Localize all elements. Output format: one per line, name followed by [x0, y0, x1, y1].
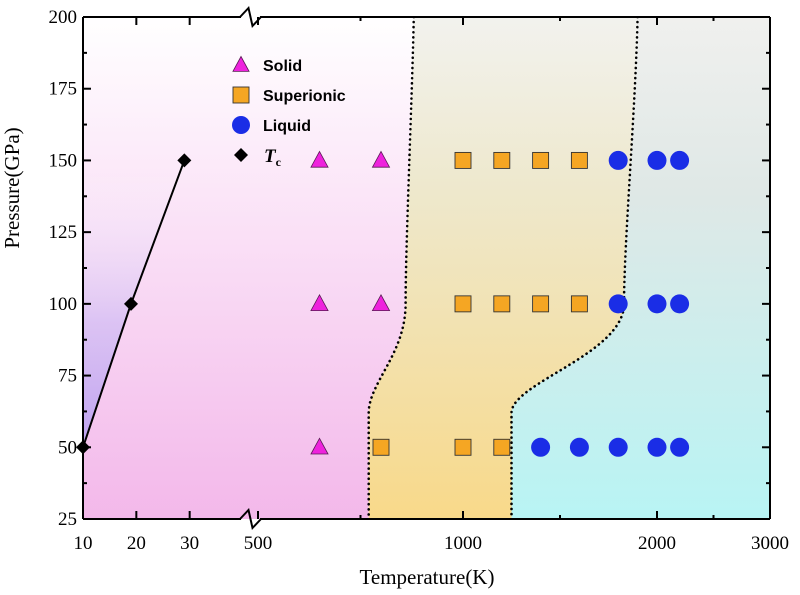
x-tick-label: 2000 [638, 533, 676, 554]
phase-boundary-2 [510, 17, 639, 519]
solid-point [310, 150, 329, 168]
legend-solid-marker [232, 55, 250, 72]
solid-point [310, 437, 329, 455]
legend-tc-subscript: c [276, 155, 282, 169]
x-tick-label: 30 [180, 533, 199, 554]
low-temperature-region [83, 160, 185, 519]
y-axis-title: Pressure(GPa) [0, 127, 24, 248]
liquid-point [569, 437, 589, 457]
x-axis-title: Temperature(K) [360, 565, 495, 589]
superionic-point [372, 438, 390, 456]
superionic-point [493, 295, 511, 313]
y-tick-label: 125 [49, 222, 78, 243]
axes: 25 50 75 100 125 150 175 200 10 20 30 500 1000 2000 30… [49, 5, 789, 554]
superionic-point [532, 295, 550, 313]
liquid-point [670, 294, 690, 314]
liquid-point [647, 437, 667, 457]
liquid-region [511, 17, 770, 519]
axis-break-top [239, 5, 262, 29]
liquid-point [670, 150, 690, 170]
phase-boundaries [367, 17, 639, 519]
liquid-point [647, 294, 667, 314]
legend-label-superionic: Superionic [263, 88, 346, 105]
legend-label-solid: Solid [263, 58, 302, 75]
solid-point [371, 150, 391, 168]
tc-point [177, 153, 192, 168]
y-tick-label: 25 [58, 509, 77, 530]
liquid-point [608, 437, 628, 457]
tc-point [124, 296, 138, 311]
liquid-point [531, 437, 551, 457]
x-tick-label: 1000 [444, 533, 482, 554]
liquid-point [608, 150, 628, 170]
superionic-point [570, 151, 588, 169]
liquid-point [647, 150, 667, 170]
solid-point [371, 294, 391, 312]
superionic-point [532, 151, 550, 169]
solid-point [310, 294, 329, 312]
x-tick-label: 20 [127, 533, 146, 554]
superionic-point [493, 151, 511, 169]
y-tick-label: 75 [58, 366, 77, 387]
y-tick-label: 150 [49, 150, 78, 171]
x-tick-label: 3000 [751, 533, 789, 554]
superionic-region [368, 17, 638, 519]
y-tick-label: 175 [49, 79, 78, 100]
liquid-point [608, 294, 628, 314]
superionic-point [454, 438, 472, 456]
data-markers [310, 150, 690, 457]
legend-tc-marker [234, 148, 248, 162]
superionic-point [570, 295, 588, 313]
legend-superionic-marker [232, 86, 250, 104]
axis-break-bottom [239, 507, 262, 531]
liquid-point [670, 437, 690, 457]
superionic-point [454, 295, 472, 313]
phase-boundary-1 [367, 17, 416, 519]
x-tick-label: 10 [74, 533, 93, 554]
x-tick-label: 500 [244, 533, 273, 554]
superionic-point [454, 151, 472, 169]
solid-region [83, 17, 414, 519]
legend-label-liquid: Liquid [263, 118, 311, 135]
y-tick-label: 200 [49, 7, 78, 28]
y-tick-label: 50 [58, 437, 77, 458]
superionic-point [493, 438, 511, 456]
legend-liquid-marker [232, 116, 250, 134]
tc-series [76, 153, 192, 455]
phase-regions [83, 17, 770, 519]
y-tick-label: 100 [49, 294, 78, 315]
